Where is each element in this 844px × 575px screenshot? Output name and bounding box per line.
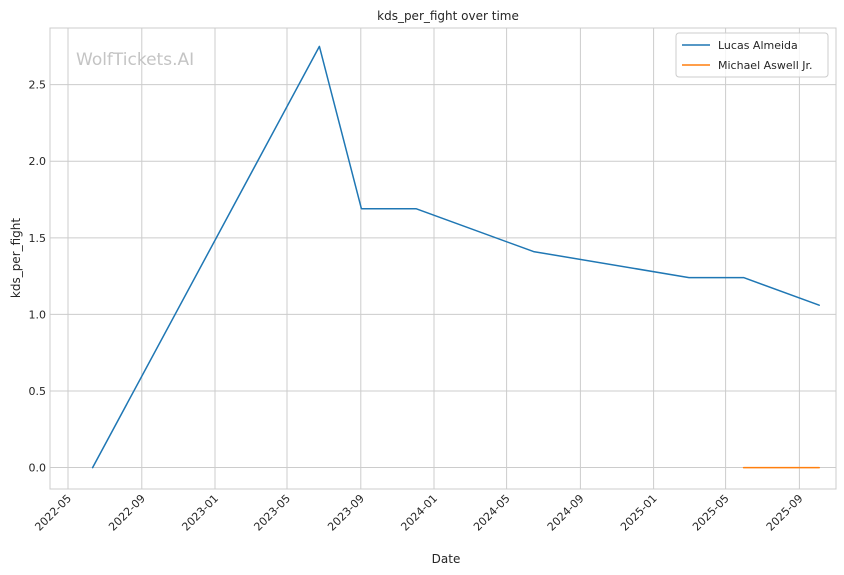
x-tick-label: 2023-05 bbox=[251, 492, 293, 534]
watermark: WolfTickets.AI bbox=[76, 50, 194, 70]
y-tick-label: 0.0 bbox=[29, 462, 47, 475]
x-tick-label: 2023-01 bbox=[179, 492, 221, 534]
plot-area bbox=[50, 28, 836, 489]
legend: Lucas Almeida Michael Aswell Jr. bbox=[675, 32, 829, 78]
y-tick-label: 0.5 bbox=[29, 385, 47, 398]
x-tick-label: 2024-05 bbox=[471, 492, 513, 534]
x-tick-label: 2023-09 bbox=[325, 492, 367, 534]
x-axis-title: Date bbox=[432, 552, 461, 566]
series-line-0 bbox=[91, 45, 820, 469]
y-axis-ticks: 0.0 0.5 1.0 1.5 2.0 2.5 bbox=[29, 79, 47, 475]
plot-frame bbox=[49, 27, 837, 490]
x-tick-label: 2024-09 bbox=[545, 492, 587, 534]
y-tick-label: 1.5 bbox=[29, 232, 47, 245]
series-layer bbox=[91, 45, 820, 469]
chart-title: kds_per_fight over time bbox=[377, 9, 519, 23]
x-tick-label: 2024-01 bbox=[398, 492, 440, 534]
x-tick-label: 2022-05 bbox=[32, 492, 74, 534]
x-tick-label: 2025-05 bbox=[690, 492, 732, 534]
y-tick-label: 2.5 bbox=[29, 79, 47, 92]
legend-label: Michael Aswell Jr. bbox=[718, 59, 813, 72]
legend-box bbox=[675, 32, 829, 78]
y-axis-title: kds_per_fight bbox=[9, 218, 23, 299]
x-tick-label: 2022-09 bbox=[106, 492, 148, 534]
x-tick-label: 2025-09 bbox=[764, 492, 806, 534]
y-tick-label: 2.0 bbox=[29, 155, 47, 168]
x-tick-label: 2025-01 bbox=[618, 492, 660, 534]
x-axis-ticks: 2022-05 2022-09 2023-01 2023-05 2023-09 2024-… bbox=[32, 492, 805, 534]
y-tick-label: 1.0 bbox=[29, 308, 47, 321]
grid-lines bbox=[50, 28, 836, 489]
legend-label: Lucas Almeida bbox=[718, 39, 798, 52]
